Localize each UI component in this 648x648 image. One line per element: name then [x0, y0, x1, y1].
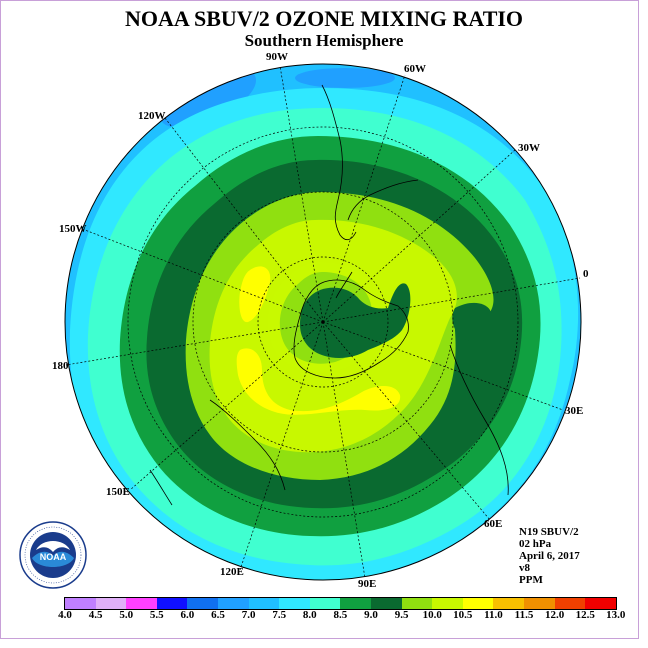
colorbar-tick-label: 7.0: [241, 609, 256, 621]
colorbar-tick-label: 13.0: [606, 609, 626, 621]
figure-frame: [0, 0, 639, 639]
colorbar-swatch: [462, 598, 494, 609]
colorbar-tick-label: 9.0: [364, 609, 378, 621]
colorbar-swatch: [585, 598, 616, 609]
colorbar-tick-label: 10.0: [422, 609, 442, 621]
colorbar-ticks: 4.0 4.5 5.0 5.5 6.0 6.5 7.0 7.5 8.0 8.5 9.0 9.5 10.0…: [0, 609, 648, 623]
colorbar-swatch: [156, 598, 188, 609]
band-9-0-east-lobe: [452, 302, 493, 343]
colorbar-swatch: [126, 598, 157, 609]
lon-label-0: 0: [583, 268, 589, 280]
south-america-coast: [321, 84, 357, 241]
newzealand-coast: [149, 469, 173, 506]
colorbar-swatch: [523, 598, 555, 609]
colorbar-swatch: [95, 598, 127, 609]
info-satellite: N19 SBUV/2: [519, 526, 579, 538]
graticule: [65, 65, 581, 579]
antarctic-peninsula: [335, 271, 353, 299]
map-boundary: [64, 63, 582, 581]
noaa-logo: NOAA: [19, 521, 87, 589]
lon-label-150e: 150E: [106, 486, 130, 498]
colorbar-tick-label: 12.5: [575, 609, 595, 621]
band-6-5-patch-2: [295, 68, 395, 88]
colorbar-swatch: [65, 598, 96, 609]
colorbar: [64, 597, 617, 610]
logo-text: NOAA: [40, 552, 67, 562]
coastlines: [149, 84, 509, 506]
band-10-5-west: [239, 266, 271, 323]
colorbar-tick-label: 5.0: [119, 609, 134, 621]
lon-label-60e: 60E: [484, 518, 503, 530]
colorbar-swatch: [370, 598, 402, 609]
colorbar-swatch: [187, 598, 218, 609]
map-title: NOAA SBUV/2 OZONE MIXING RATIO: [124, 6, 524, 31]
lon-label-30e: 30E: [565, 405, 584, 417]
ozone-field: [65, 64, 581, 580]
colorbar-tick-label: 11.5: [514, 609, 534, 621]
lon-label-120w: 120W: [138, 110, 166, 122]
map-subtitle: Southern Hemisphere: [244, 31, 404, 50]
lon-label-120e: 120E: [220, 566, 244, 578]
lon-label-150w: 150W: [59, 223, 87, 235]
lon-label-90w: 90W: [266, 51, 288, 63]
band-6-5-patch: [159, 68, 257, 128]
colorbar-tick-label: 7.5: [272, 609, 287, 621]
colorbar-tick-label: 12.0: [544, 609, 565, 621]
lon-label-60w: 60W: [404, 63, 426, 75]
lon-label-90e: 90E: [358, 578, 377, 590]
africa-coast: [449, 344, 509, 496]
colorbar-swatch: [401, 598, 433, 609]
south-america-coast-2: [347, 179, 419, 221]
colorbar-tick-label: 9.5: [394, 609, 409, 621]
antarctica-coast: [293, 279, 409, 379]
info-date: April 6, 2017: [519, 550, 580, 562]
colorbar-tick-label: 8.0: [302, 609, 317, 621]
colorbar-tick-label: 11.0: [484, 609, 503, 621]
colorbar-swatch: [248, 598, 280, 609]
colorbar-tick-label: 10.5: [453, 609, 473, 621]
band-10-5-south: [236, 348, 401, 415]
info-units: PPM: [519, 574, 543, 586]
lon-label-30w: 30W: [518, 142, 540, 154]
info-version: v8: [519, 562, 530, 574]
colorbar-swatch: [493, 598, 524, 609]
info-level: 02 hPa: [519, 538, 552, 550]
colorbar-swatch: [340, 598, 371, 609]
colorbar-tick-label: 5.5: [149, 609, 164, 621]
colorbar-tick-label: 6.0: [180, 609, 195, 621]
colorbar-swatch: [554, 598, 586, 609]
band-9-0-core: [300, 283, 411, 358]
colorbar-tick-label: 8.5: [333, 609, 348, 621]
australia-coast: [209, 399, 286, 491]
info-block: N19 SBUV/2 02 hPa April 6, 2017 v8 PPM: [519, 526, 580, 586]
colorbar-tick-label: 4.0: [58, 609, 72, 621]
colorbar-swatch: [432, 598, 463, 609]
colorbar-tick-label: 6.5: [211, 609, 225, 621]
colorbar-swatch: [309, 598, 341, 609]
colorbar-swatch: [217, 598, 249, 609]
colorbar-swatch: [279, 598, 310, 609]
lon-label-180: 180: [52, 360, 69, 372]
colorbar-tick-label: 4.5: [88, 609, 103, 621]
